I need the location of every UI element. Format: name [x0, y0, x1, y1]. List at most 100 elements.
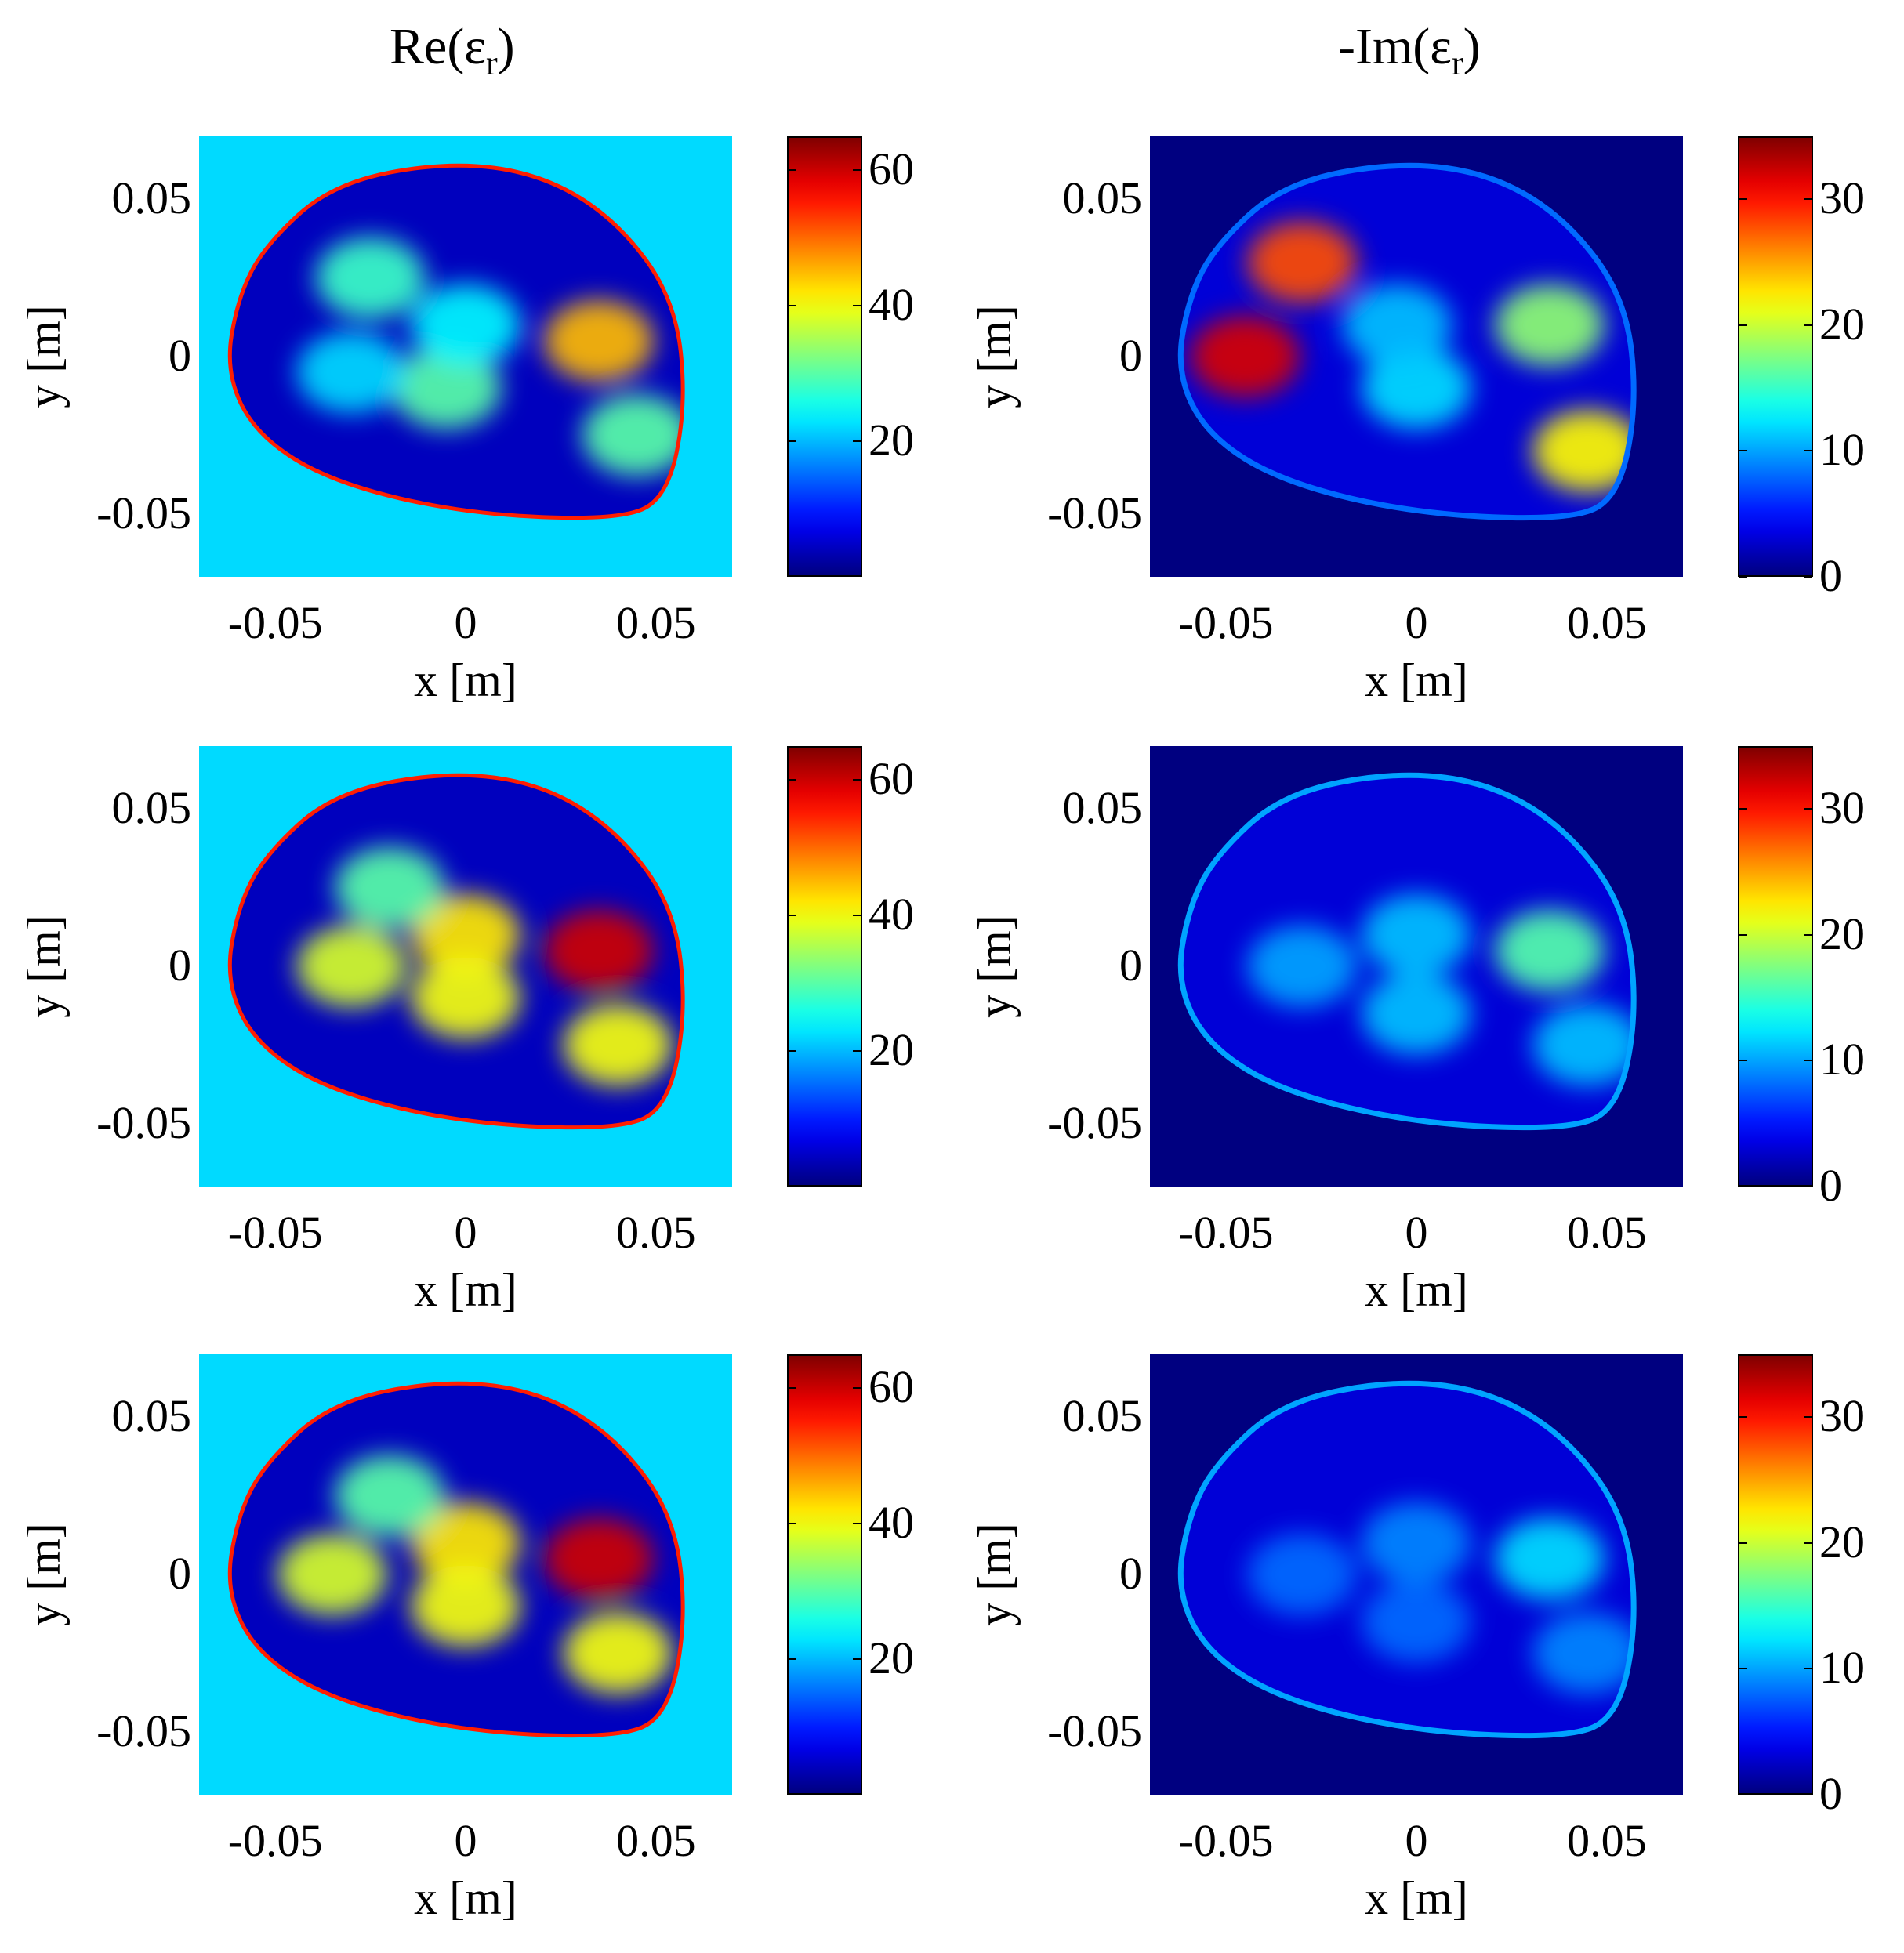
- colorbar-tick: [1739, 198, 1747, 201]
- colorbar-tick-label: 10: [1819, 1034, 1865, 1085]
- y-axis-label: y [m]: [969, 1523, 1021, 1626]
- y-tick-label: -0.05: [96, 1705, 191, 1756]
- y-tick-label: 0: [1119, 940, 1142, 991]
- colorbar-tick-label: 60: [869, 753, 914, 805]
- x-tick-label: 0.05: [1567, 1207, 1647, 1258]
- hotspot-1: [411, 893, 520, 976]
- heatmap-plot-r0-c1: [1150, 136, 1683, 577]
- y-tick-label: -0.05: [96, 1096, 191, 1148]
- x-tick-label: 0: [454, 1815, 477, 1866]
- x-tick-label: 0: [1405, 597, 1428, 648]
- hotspot-5: [582, 394, 684, 476]
- x-axis-label: x [m]: [414, 1264, 517, 1316]
- hotspot-4: [1532, 1004, 1634, 1086]
- y-axis-label: y [m]: [969, 915, 1021, 1018]
- colorbar-tick: [853, 440, 861, 443]
- colorbar-tick: [1739, 1186, 1747, 1187]
- colorbar-tick-label: 20: [869, 1632, 914, 1684]
- colorbar-tick: [1804, 933, 1812, 936]
- heatmap-canvas: [199, 136, 732, 577]
- y-axis-label: y [m]: [18, 915, 70, 1018]
- colorbar-tick-label: 30: [1819, 172, 1865, 224]
- object-boundary: [1177, 1380, 1637, 1739]
- colorbar-tick: [789, 440, 796, 443]
- x-tick-label: -0.05: [227, 1207, 323, 1258]
- colorbar-tick: [789, 779, 796, 781]
- hotspot-1: [1362, 1502, 1471, 1584]
- hotspot-2: [1495, 284, 1605, 366]
- x-tick-label: 0: [454, 597, 477, 648]
- colorbar-tick-label: 20: [1819, 1516, 1865, 1567]
- object-boundary: [227, 773, 685, 1130]
- column-title-re: Re(εr): [390, 18, 515, 82]
- colorbar-tick-label: 40: [869, 889, 914, 940]
- colorbar-tick: [853, 779, 861, 781]
- heatmap-canvas: [1150, 1354, 1683, 1795]
- heatmap-plot-r1-c1: [1150, 746, 1683, 1187]
- colorbar-tick: [1739, 576, 1747, 578]
- colorbar: [1738, 1354, 1813, 1795]
- colorbar-tick: [1739, 1416, 1747, 1419]
- y-tick-label: -0.05: [1047, 1096, 1142, 1148]
- heatmap-plot-r2-c1: [1150, 1354, 1683, 1795]
- hotspot-0: [1495, 909, 1605, 991]
- colorbar-tick-label: 60: [869, 1361, 914, 1413]
- hotspot-5: [1342, 284, 1452, 366]
- colorbar-tick-label: 10: [1819, 1642, 1865, 1694]
- colorbar-tick: [789, 1050, 796, 1053]
- colorbar-tick: [1804, 1060, 1812, 1062]
- heatmap-plot-r1-c0: [199, 746, 732, 1187]
- hotspot-2: [277, 1534, 387, 1615]
- colorbar-tick-label: 0: [1819, 1160, 1842, 1211]
- hotspot-3: [411, 957, 520, 1039]
- hotspot-4: [1532, 1612, 1634, 1694]
- heatmap-plot-r2-c0: [199, 1354, 732, 1795]
- hotspot-1: [1247, 221, 1358, 303]
- hotspot-2: [391, 347, 502, 429]
- x-tick-label: -0.05: [1178, 1207, 1274, 1258]
- y-axis-label: y [m]: [18, 305, 70, 408]
- colorbar-tick: [1739, 1668, 1747, 1670]
- hotspot-3: [411, 1565, 520, 1647]
- y-tick-label: 0: [169, 1548, 191, 1599]
- colorbar-tick: [1739, 1060, 1747, 1062]
- colorbar-tick: [853, 1050, 861, 1053]
- colorbar-tick: [1804, 450, 1812, 452]
- colorbar-tick: [789, 169, 796, 172]
- colorbar-tick-label: 20: [1819, 908, 1865, 959]
- colorbar-tick: [789, 1658, 796, 1661]
- colorbar-tick-label: 60: [869, 143, 914, 195]
- colorbar: [787, 746, 862, 1187]
- colorbar-tick: [1739, 450, 1747, 452]
- x-tick-label: 0.05: [1567, 1815, 1647, 1866]
- heatmap-plot-r0-c0: [199, 136, 732, 577]
- colorbar-tick: [1804, 1794, 1812, 1795]
- x-axis-label: x [m]: [414, 654, 517, 706]
- x-tick-label: 0.05: [1567, 597, 1647, 648]
- colorbar-tick: [789, 305, 796, 307]
- colorbar-tick-label: 10: [1819, 424, 1865, 476]
- y-tick-label: -0.05: [1047, 487, 1142, 538]
- hotspot-4: [563, 1612, 673, 1694]
- y-tick-label: -0.05: [1047, 1705, 1142, 1756]
- hotspot-3: [1532, 410, 1634, 492]
- heatmap-canvas: [199, 1354, 732, 1795]
- x-axis-label: x [m]: [1365, 1872, 1468, 1924]
- y-tick-label: 0: [169, 940, 191, 991]
- y-axis-label: y [m]: [18, 1523, 70, 1626]
- object-boundary: [227, 163, 685, 520]
- colorbar-tick: [853, 915, 861, 917]
- x-tick-label: 0.05: [616, 1815, 696, 1866]
- hotspot-0: [544, 909, 654, 991]
- hotspot-1: [1362, 893, 1471, 976]
- colorbar-tick: [1739, 1542, 1747, 1544]
- hotspot-4: [296, 332, 407, 414]
- colorbar-tick-label: 30: [1819, 782, 1865, 834]
- y-tick-label: 0.05: [1062, 172, 1143, 224]
- colorbar-tick: [789, 1523, 796, 1525]
- colorbar-tick: [1804, 1416, 1812, 1419]
- x-axis-label: x [m]: [1365, 654, 1468, 706]
- hotspot-3: [411, 284, 520, 366]
- x-axis-label: x [m]: [414, 1872, 517, 1924]
- object-boundary: [227, 1381, 685, 1738]
